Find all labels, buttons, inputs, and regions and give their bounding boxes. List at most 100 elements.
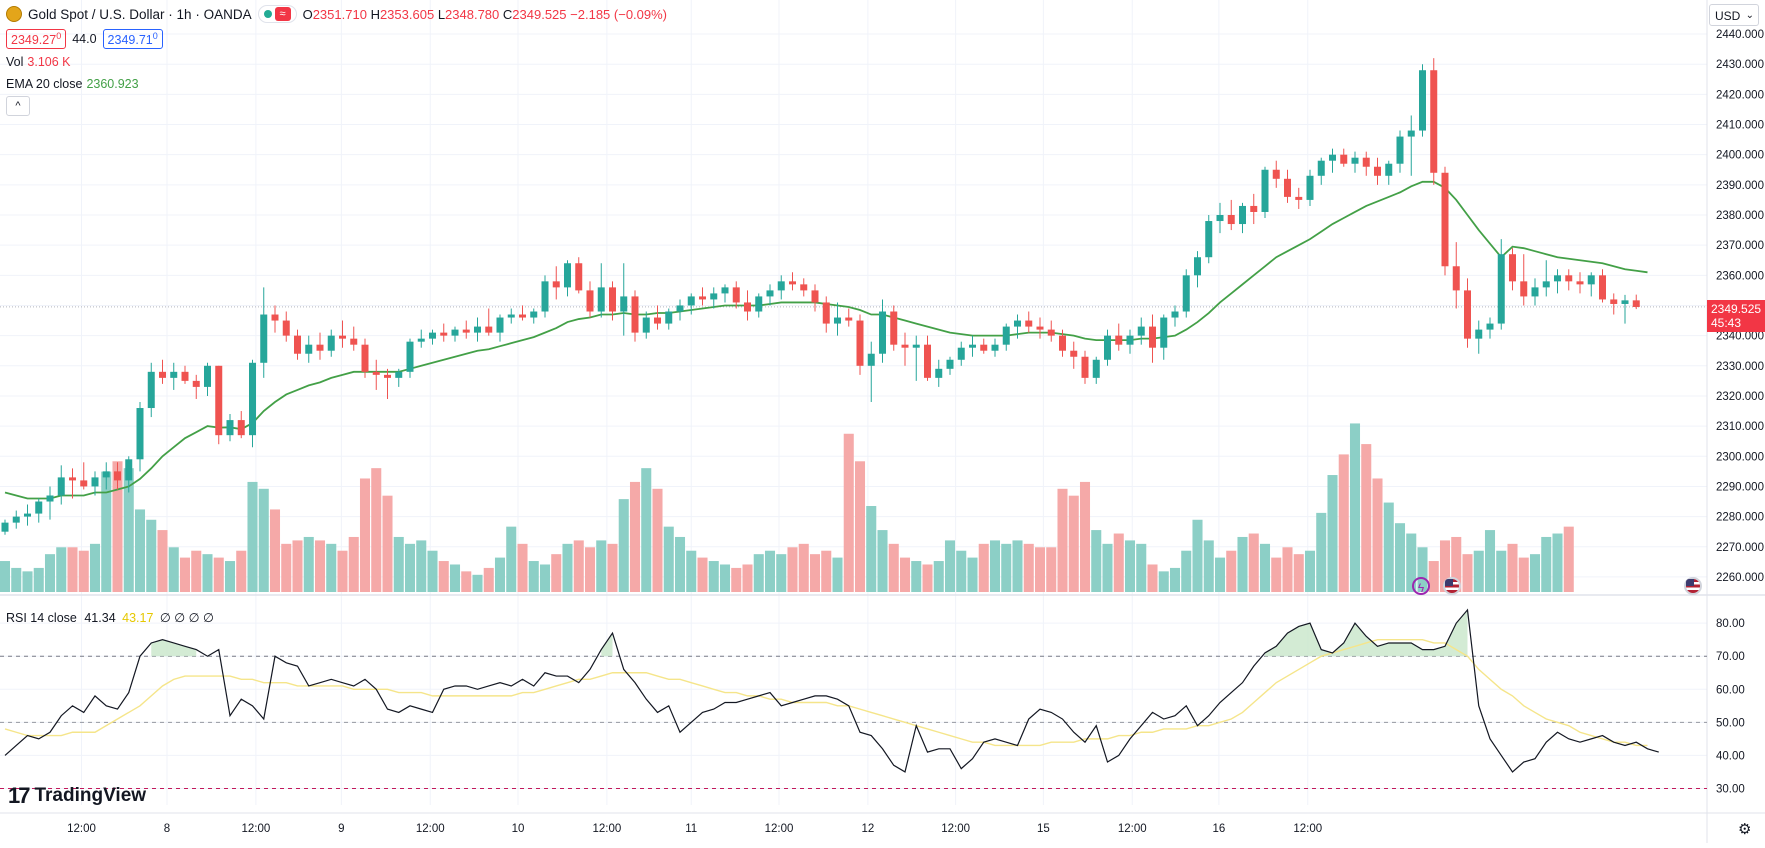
candle-up	[1419, 64, 1426, 137]
volume-bar-up	[1541, 536, 1552, 592]
price-tick-label: 2260.000	[1716, 572, 1764, 584]
candle-body	[339, 335, 346, 339]
candle-body	[744, 302, 751, 312]
candle-body	[1284, 178, 1291, 197]
candle-down	[114, 462, 121, 490]
candle-body	[1272, 169, 1280, 179]
us-flag-icon[interactable]	[1684, 577, 1702, 595]
volume-bar-up	[1349, 423, 1361, 592]
volume-bar-up	[393, 536, 404, 592]
volume-bar-up	[933, 561, 944, 592]
volume-legend[interactable]: Vol 3.106 K	[6, 55, 70, 69]
sell-button[interactable]: 2349.270	[6, 29, 67, 50]
volume-bar-down	[371, 468, 382, 592]
market-status-pill[interactable]: ≈	[257, 5, 297, 23]
ask-value: 2349.71	[107, 33, 153, 48]
candle-body	[1149, 326, 1156, 348]
rsi-tick-label: 60.00	[1716, 684, 1745, 696]
candle-body	[474, 326, 481, 333]
candle-up	[1171, 305, 1179, 327]
candle-body	[260, 314, 268, 363]
gear-icon[interactable]: ⚙	[1738, 821, 1752, 838]
candle-up	[260, 287, 268, 378]
rsi-overbought-fill	[1265, 609, 1468, 657]
candle-body	[294, 335, 301, 354]
candle-body	[1205, 221, 1213, 258]
candle-up	[1002, 323, 1010, 351]
price-tick-label: 2330.000	[1716, 361, 1764, 373]
time-tick-label: 12	[861, 823, 874, 835]
time-tick-label: 8	[164, 823, 170, 835]
rsi-tick-label: 40.00	[1716, 750, 1745, 762]
candle-body	[1554, 275, 1561, 282]
symbol-title[interactable]: Gold Spot / U.S. Dollar · 1h · OANDA	[28, 6, 252, 22]
volume-bar-up	[911, 561, 922, 592]
buy-button[interactable]: 2349.710	[102, 29, 163, 50]
lightning-icon[interactable]: ϟ	[1412, 577, 1430, 595]
volume-bar-up	[11, 567, 22, 592]
candle-up	[1531, 278, 1539, 306]
volume-bar-down	[1271, 557, 1282, 592]
candle-body	[1295, 196, 1303, 200]
candle-down	[1250, 193, 1258, 225]
candle-body	[384, 374, 391, 378]
candle-body	[755, 296, 763, 312]
candle-down	[800, 278, 808, 297]
time-tick-label: 12:00	[67, 823, 96, 835]
rsi-legend[interactable]: RSI 14 close 41.34 43.17 ∅ ∅ ∅ ∅	[6, 610, 214, 625]
candle-body	[777, 281, 785, 291]
candle-down	[1464, 278, 1471, 348]
volume-bar-up	[404, 543, 416, 592]
low-value: 2348.780	[445, 6, 500, 22]
ema-legend[interactable]: EMA 20 close 2360.923	[6, 77, 139, 91]
volume-bar-up	[1417, 547, 1428, 592]
candle-body	[406, 341, 414, 372]
ohlc-values: O2351.710 H2353.605 L2348.780 C2349.525 …	[303, 7, 667, 22]
volume-bar-up	[506, 526, 517, 592]
candle-down	[1520, 254, 1528, 306]
us-flag-icon[interactable]	[1443, 577, 1461, 595]
currency-select[interactable]: USD ⌄	[1709, 4, 1759, 26]
candle-up	[46, 486, 54, 520]
collapse-legend-button[interactable]: ^	[6, 96, 30, 116]
candle-body	[654, 317, 661, 324]
volume-bar-up	[1181, 550, 1192, 592]
candle-body	[1632, 300, 1640, 307]
candle-body	[417, 338, 425, 342]
candle-up	[957, 341, 965, 366]
volume-bar-up	[1012, 540, 1023, 592]
volume-bar-up	[539, 564, 551, 592]
candle-up	[327, 329, 335, 357]
rsi-line	[4, 608, 1659, 773]
candle-body	[822, 302, 830, 324]
candle-body	[57, 477, 65, 496]
last-price-value: 2349.525	[1711, 302, 1762, 316]
volume-bar-down	[697, 557, 708, 592]
candle-body	[1182, 275, 1190, 312]
candle-up	[1261, 166, 1269, 219]
candle-down	[1452, 242, 1460, 309]
volume-bar-up	[1529, 554, 1541, 592]
volume-bar-up	[618, 499, 629, 592]
tradingview-logo[interactable]: 17 TradingView	[8, 783, 146, 809]
candle-down	[440, 323, 448, 342]
candle-down	[1149, 314, 1156, 363]
volume-bar-down	[78, 550, 89, 592]
candle-up	[1182, 269, 1190, 318]
candle-body	[429, 332, 436, 339]
price-tick-label: 2420.000	[1716, 89, 1764, 101]
candle-up	[867, 341, 875, 402]
bid-superscript: 0	[56, 31, 62, 41]
candle-body	[35, 501, 43, 514]
candle-body	[271, 314, 279, 321]
candle-body	[204, 365, 211, 387]
candle-body	[1385, 163, 1393, 176]
candle-body	[1531, 287, 1539, 297]
candle-body	[1452, 266, 1460, 291]
rsi-ma-line	[4, 638, 1648, 747]
candle-up	[541, 275, 549, 318]
volume-bar-up	[1259, 543, 1271, 592]
price-tick-label: 2300.000	[1716, 451, 1764, 463]
volume-bar-up	[134, 509, 146, 592]
